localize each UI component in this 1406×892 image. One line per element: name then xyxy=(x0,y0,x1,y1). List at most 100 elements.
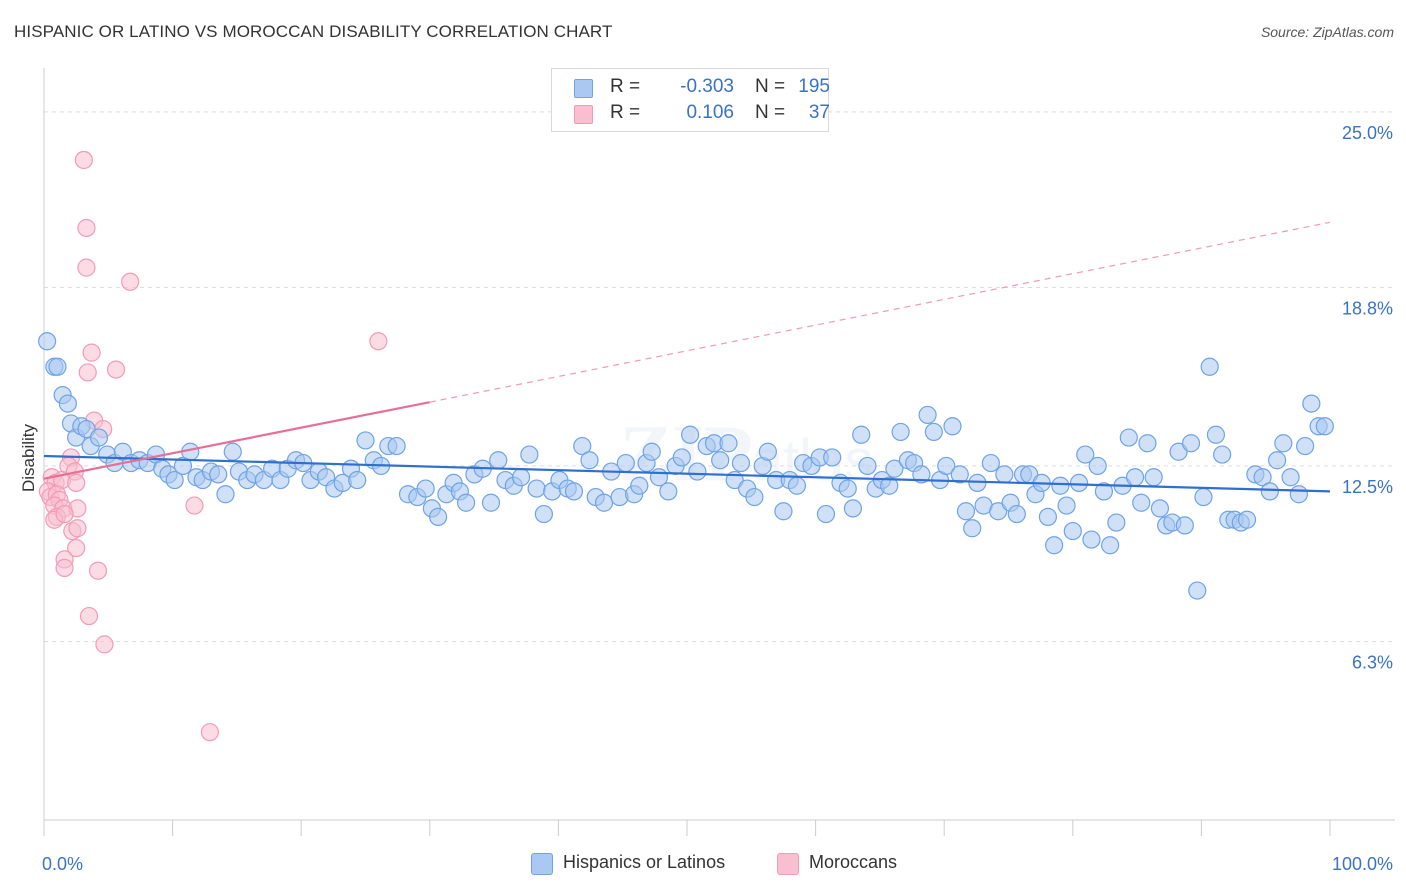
hispanic-point xyxy=(616,453,635,473)
legend-n-value: 195 xyxy=(798,76,830,97)
hispanic-point xyxy=(348,470,367,490)
trend-lines xyxy=(43,221,1331,493)
hispanic-point xyxy=(1181,434,1201,453)
moroccan-point xyxy=(369,332,388,351)
y-tick-label: 6.3% xyxy=(1352,653,1393,673)
hispanic-point xyxy=(527,479,546,498)
moroccan-point xyxy=(68,519,87,538)
hispanic-point xyxy=(1268,451,1287,470)
moroccan-point xyxy=(55,504,74,524)
hispanic-point xyxy=(1107,513,1126,532)
hispanic-point xyxy=(1138,434,1157,453)
source-label: Source: ZipAtlas.com xyxy=(1260,24,1394,40)
bottom-legend-swatch-hispanic xyxy=(531,853,553,875)
hispanic-point xyxy=(1274,434,1293,453)
hispanic-point xyxy=(981,453,1000,473)
hispanic-point xyxy=(534,504,553,524)
hispanic-point xyxy=(1082,530,1101,549)
hispanic-point xyxy=(1101,536,1120,555)
legend-r-value: 0.106 xyxy=(686,102,734,123)
hispanic-point xyxy=(223,442,242,461)
y-axis-label: Disability xyxy=(19,423,38,492)
x-tick-label: 0.0% xyxy=(42,854,83,874)
hispanic-point xyxy=(1119,428,1138,447)
hispanic-point xyxy=(1088,456,1107,476)
legend-n-value: 37 xyxy=(808,102,830,123)
legend-swatch-moroccan xyxy=(574,105,593,124)
hispanic-point xyxy=(688,462,707,481)
hispanic-point xyxy=(428,507,448,527)
hispanic-point xyxy=(387,436,406,456)
hispanic-point xyxy=(1063,521,1082,541)
hispanic-point xyxy=(1069,473,1089,493)
hispanic-point xyxy=(1206,425,1226,444)
moroccan-point xyxy=(88,561,108,580)
hispanic-point xyxy=(858,456,877,476)
hispanic-point xyxy=(891,422,910,442)
moroccan-trend-line xyxy=(43,401,431,480)
hispanic-trend-line xyxy=(43,454,1331,493)
hispanic-point xyxy=(580,451,599,470)
moroccan-point xyxy=(82,343,101,362)
hispanic-point xyxy=(672,448,691,467)
hispanic-point xyxy=(995,465,1014,484)
hispanic-point xyxy=(216,485,235,504)
y-tick-label: 25.0% xyxy=(1342,123,1393,143)
hispanic-point xyxy=(1057,496,1076,515)
hispanic-point xyxy=(711,451,730,470)
moroccan-point xyxy=(106,360,126,379)
hispanic-point xyxy=(838,479,857,498)
hispanic-point xyxy=(731,453,751,473)
hispanic-point xyxy=(1094,482,1114,501)
hispanic-point xyxy=(520,445,539,464)
hispanic-point xyxy=(38,332,57,351)
hispanic-point xyxy=(852,425,871,444)
hispanic-point xyxy=(1045,536,1064,555)
hispanic-point xyxy=(885,459,904,478)
legend-r-label: R = xyxy=(610,102,641,123)
hispanic-point xyxy=(1051,476,1070,495)
hispanic-point xyxy=(573,436,592,456)
hispanic-point xyxy=(1260,482,1279,501)
bottom-legend-swatch-moroccan xyxy=(777,853,799,875)
hispanic-point xyxy=(1253,468,1272,487)
hispanic-point xyxy=(880,476,899,495)
legend-swatch-hispanic xyxy=(574,79,593,98)
legend-r-label: R = xyxy=(610,76,641,97)
hispanic-point xyxy=(758,442,777,461)
hispanic-point xyxy=(1144,468,1163,487)
moroccan-point xyxy=(77,258,96,277)
y-tick-label: 12.5% xyxy=(1342,477,1393,497)
hispanic-point xyxy=(1038,507,1058,527)
moroccan-point xyxy=(79,606,99,626)
hispanic-point xyxy=(937,456,956,476)
hispanic-point xyxy=(745,487,764,507)
hispanic-point xyxy=(816,504,836,524)
hispanic-point xyxy=(594,493,614,512)
hispanic-point xyxy=(950,465,969,484)
hispanic-point xyxy=(1169,442,1188,461)
bottom-legend-label-hispanic: Hispanics or Latinos xyxy=(563,852,726,872)
legend-n-label: N = xyxy=(755,76,786,97)
correlation-legend: R = -0.303 N = 195 R = 0.106 N = 37 xyxy=(551,68,830,132)
hispanic-point xyxy=(1132,493,1151,512)
hispanic-point xyxy=(209,465,228,484)
hispanic-point xyxy=(511,468,531,487)
moroccan-point xyxy=(121,272,140,291)
bottom-legend-label-moroccan: Moroccans xyxy=(809,852,898,872)
hispanic-point xyxy=(1125,468,1145,487)
hispanic-point xyxy=(956,502,976,521)
hispanic-point xyxy=(630,476,649,495)
hispanic-point xyxy=(774,502,793,521)
moroccan-point xyxy=(55,558,74,577)
hispanic-point xyxy=(787,476,807,495)
hispanic-point xyxy=(1076,445,1095,464)
hispanic-point xyxy=(719,434,738,453)
hispanic-point xyxy=(481,493,501,512)
hispanic-point xyxy=(843,499,863,518)
legend-r-value: -0.303 xyxy=(680,76,734,97)
grid-lines xyxy=(44,111,1395,643)
hispanic-point xyxy=(918,405,937,425)
hispanic-point xyxy=(1150,499,1170,518)
